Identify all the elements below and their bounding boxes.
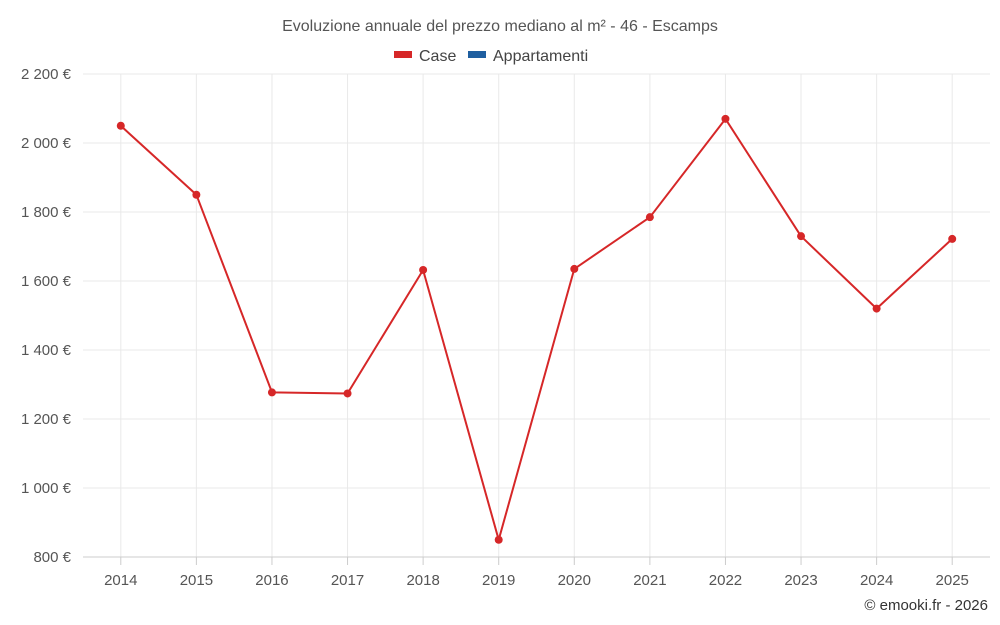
chart-title: Evoluzione annuale del prezzo mediano al… [282, 18, 718, 35]
data-point[interactable] [872, 304, 881, 313]
data-point[interactable] [494, 535, 503, 544]
y-tick-label: 1 200 € [21, 411, 72, 428]
data-point[interactable] [419, 265, 428, 274]
data-point[interactable] [948, 234, 957, 243]
credit-text[interactable]: © emooki.fr - 2026 [864, 597, 988, 614]
legend-label-case: Case [419, 48, 456, 65]
y-tick-label: 1 800 € [21, 204, 72, 221]
data-point[interactable] [116, 121, 125, 130]
x-axis: 2014 2015 2016 2017 2018 2019 2020 2021 2022 2023… [83, 556, 990, 589]
legend-item-case[interactable]: Case [394, 48, 456, 65]
data-point[interactable] [192, 190, 201, 199]
y-tick-label: 1 000 € [21, 480, 72, 497]
legend-item-appartamenti[interactable]: Appartamenti [468, 48, 588, 65]
series-line-case [120, 117, 953, 541]
x-tick-label: 2017 [331, 572, 364, 589]
y-tick-label: 800 € [33, 549, 71, 566]
x-tick-label: 2025 [936, 572, 969, 589]
data-point[interactable] [797, 232, 806, 241]
x-tick-label: 2015 [180, 572, 213, 589]
x-tick-label: 2021 [633, 572, 666, 589]
x-tick-label: 2024 [860, 572, 893, 589]
data-point[interactable] [343, 389, 352, 398]
series-case [116, 114, 957, 544]
x-tick-label: 2014 [104, 572, 137, 589]
y-tick-label: 2 000 € [21, 135, 72, 152]
legend-swatch-case [394, 51, 412, 58]
x-tick-label: 2016 [255, 572, 288, 589]
y-tick-label: 1 400 € [21, 342, 72, 359]
y-tick-label: 1 600 € [21, 273, 72, 290]
x-tick-label: 2018 [406, 572, 439, 589]
grid [83, 73, 990, 557]
legend-swatch-appartamenti [468, 51, 486, 58]
y-tick-label: 2 200 € [21, 66, 72, 83]
x-tick-label: 2023 [784, 572, 817, 589]
data-point[interactable] [721, 114, 730, 123]
data-point[interactable] [645, 213, 654, 222]
data-point[interactable] [570, 264, 579, 273]
x-tick-label: 2020 [558, 572, 591, 589]
y-axis: 800 € 1 000 € 1 200 € 1 400 € 1 600 € 1 800 €… [21, 66, 72, 566]
x-tick-label: 2022 [709, 572, 742, 589]
legend-label-appartamenti: Appartamenti [493, 48, 588, 65]
data-point[interactable] [267, 388, 276, 397]
legend: Case Appartamenti [394, 48, 588, 65]
x-tick-label: 2019 [482, 572, 515, 589]
